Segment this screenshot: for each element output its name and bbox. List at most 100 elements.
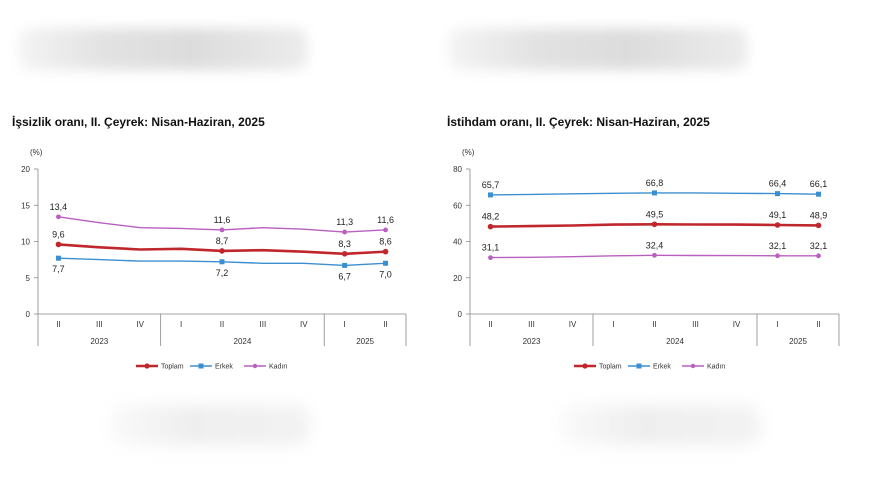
series-point-1 [775, 191, 780, 197]
series-point-0 [487, 223, 494, 230]
series-point-0 [651, 221, 658, 228]
data-label: 8,7 [216, 236, 229, 246]
unemployment-chart-panel: İşsizlik oranı, II. Çeyrek: Nisan-Hazira… [12, 105, 432, 385]
series-point-1 [488, 192, 493, 198]
series-point-1 [342, 262, 348, 268]
year-label: 2024 [666, 337, 684, 346]
y-tick-label: 60 [453, 201, 462, 210]
legend-label: Kadın [707, 364, 725, 371]
y-tick-label: 15 [21, 201, 30, 210]
blurred-footer-left [110, 405, 310, 445]
legend-item-toplam: Toplam [574, 363, 622, 371]
legend-label: Kadın [269, 364, 287, 371]
y-tick-label: 80 [453, 165, 462, 174]
x-tick-label: I [776, 320, 778, 329]
y-tick-label: 10 [21, 238, 30, 247]
y-tick-label: 0 [458, 310, 463, 319]
series-point-1 [55, 255, 61, 261]
data-label: 66,8 [646, 178, 664, 188]
legend-item-toplam: Toplam [136, 363, 184, 371]
data-label: 66,1 [810, 179, 828, 189]
legend-marker [582, 363, 588, 369]
year-label: 2023 [90, 337, 108, 346]
y-tick-label: 40 [453, 238, 462, 247]
year-label: 2024 [234, 337, 252, 346]
y-unit-label: (%) [30, 148, 43, 157]
blurred-footer-right [560, 405, 760, 445]
series-point-0 [55, 241, 62, 248]
x-tick-label: IV [733, 320, 741, 329]
legend-item-kadın: Kadın [244, 364, 287, 371]
series-point-1 [652, 190, 657, 196]
data-label: 66,4 [769, 179, 787, 189]
year-label: 2025 [789, 337, 807, 346]
blurred-header-right [448, 28, 748, 70]
x-tick-label: II [56, 320, 60, 329]
y-unit-label: (%) [462, 148, 475, 157]
legend-marker [690, 363, 696, 369]
y-tick-label: 20 [21, 165, 30, 174]
legend-label: Erkek [653, 364, 671, 371]
data-label: 11,3 [336, 217, 353, 227]
legend-marker [252, 363, 258, 369]
x-tick-label: I [180, 320, 182, 329]
x-tick-label: III [692, 320, 699, 329]
series-point-2 [775, 253, 780, 259]
year-label: 2023 [523, 337, 541, 346]
data-label: 7,0 [379, 269, 392, 279]
series-point-0 [382, 248, 389, 255]
year-label: 2025 [356, 337, 374, 346]
data-label: 65,7 [482, 180, 500, 190]
x-tick-label: I [612, 320, 614, 329]
x-tick-label: II [383, 320, 387, 329]
data-label: 32,4 [646, 240, 664, 250]
data-label: 48,2 [482, 212, 500, 222]
x-tick-label: II [488, 320, 492, 329]
legend-label: Toplam [599, 364, 622, 371]
x-tick-label: II [816, 320, 820, 329]
series-point-0 [774, 222, 781, 228]
data-label: 13,4 [50, 202, 68, 212]
series-point-2 [383, 227, 388, 233]
data-label: 49,1 [769, 210, 787, 220]
employment-chart-panel: İstihdam oranı, II. Çeyrek: Nisan-Hazira… [447, 105, 867, 385]
y-tick-label: 5 [26, 274, 31, 283]
x-tick-label: III [528, 320, 535, 329]
legend-item-erkek: Erkek [628, 363, 671, 371]
legend-marker [198, 363, 204, 369]
series-point-0 [219, 248, 225, 254]
data-label: 8,6 [379, 237, 392, 247]
series-point-2 [816, 253, 821, 259]
data-label: 49,5 [646, 209, 664, 219]
data-label: 7,7 [52, 264, 65, 274]
data-label: 48,9 [810, 210, 828, 220]
chart-title: İşsizlik oranı, II. Çeyrek: Nisan-Hazira… [12, 115, 265, 129]
x-tick-label: II [652, 320, 656, 329]
data-label: 31,1 [482, 243, 500, 253]
legend-label: Erkek [215, 364, 233, 371]
series-point-2 [488, 255, 493, 261]
series-point-1 [816, 191, 821, 197]
series-point-0 [341, 251, 348, 257]
legend-marker [144, 363, 150, 369]
data-label: 9,6 [52, 229, 65, 239]
series-point-1 [219, 259, 225, 265]
series-point-2 [652, 252, 657, 258]
x-tick-label: III [96, 320, 103, 329]
series-point-2 [219, 227, 225, 233]
data-label: 7,2 [216, 268, 229, 278]
y-tick-label: 20 [453, 274, 462, 283]
x-tick-label: III [260, 320, 267, 329]
x-tick-label: II [220, 320, 224, 329]
series-point-2 [56, 214, 61, 220]
series-point-2 [342, 229, 348, 235]
x-tick-label: IV [136, 320, 144, 329]
data-label: 6,7 [338, 271, 351, 281]
legend-item-kadın: Kadın [682, 364, 725, 371]
x-tick-label: IV [300, 320, 308, 329]
y-tick-label: 0 [26, 310, 31, 319]
legend-item-erkek: Erkek [190, 363, 233, 371]
legend-label: Toplam [161, 364, 184, 371]
